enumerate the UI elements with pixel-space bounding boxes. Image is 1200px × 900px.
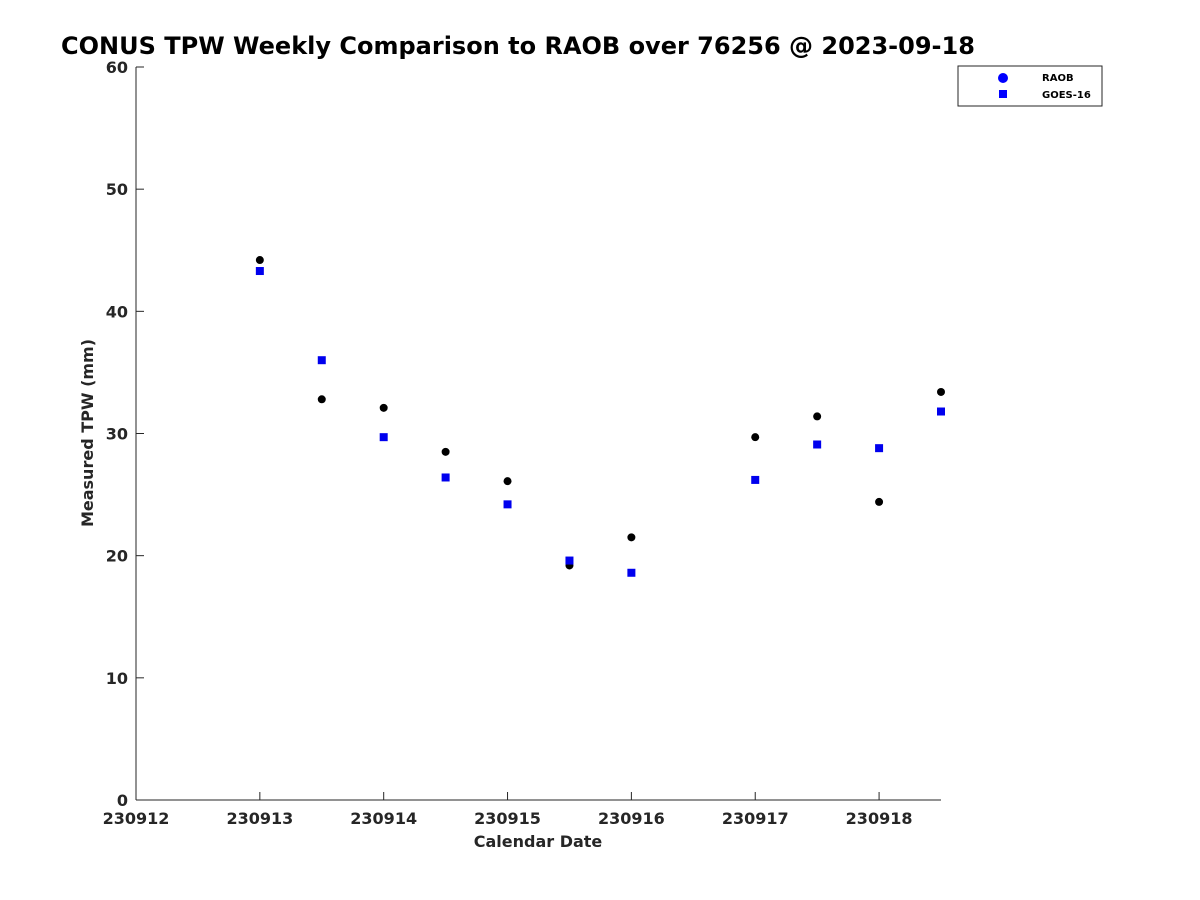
data-point-raob — [875, 497, 884, 506]
data-point-raob — [627, 533, 636, 542]
data-point-raob — [441, 447, 450, 456]
plot-area: 0 10 20 30 40 50 60 230912 230913 230914 230915 230… — [103, 58, 945, 828]
legend-label-raob: RAOB — [1042, 73, 1074, 84]
y-tick-label: 60 — [106, 58, 128, 77]
x-tick-label: 230915 — [474, 809, 541, 828]
legend-marker-raob — [998, 73, 1008, 83]
y-tick-label: 20 — [106, 547, 128, 566]
x-tick-label: 230916 — [598, 809, 665, 828]
data-point-goes16 — [441, 473, 450, 482]
y-tick-label: 40 — [106, 302, 128, 321]
legend: RAOB GOES-16 — [957, 65, 1103, 107]
legend-marker-goes16 — [999, 90, 1007, 98]
legend-box — [957, 65, 1103, 107]
data-point-goes16 — [317, 356, 326, 365]
x-tick-label: 230912 — [103, 809, 170, 828]
chart-title: CONUS TPW Weekly Comparison to RAOB over… — [61, 32, 975, 60]
data-point-raob — [255, 256, 264, 265]
x-tick-label: 230918 — [846, 809, 913, 828]
x-tick-label: 230917 — [722, 809, 789, 828]
data-point-goes16 — [875, 444, 884, 453]
x-tick-label: 230914 — [350, 809, 417, 828]
data-point-raob — [937, 387, 945, 396]
data-point-raob — [503, 477, 512, 486]
x-axis-label: Calendar Date — [474, 832, 603, 851]
data-point-goes16 — [565, 556, 574, 565]
data-point-goes16 — [937, 407, 945, 416]
y-tick-label: 0 — [117, 791, 128, 810]
data-point-goes16 — [255, 267, 264, 276]
y-tick-label: 50 — [106, 180, 128, 199]
legend-label-goes16: GOES-16 — [1042, 90, 1091, 101]
x-tick-label: 230913 — [226, 809, 293, 828]
data-point-raob — [751, 433, 760, 442]
data-point-goes16 — [503, 500, 512, 509]
data-point-goes16 — [627, 568, 636, 577]
data-point-goes16 — [751, 475, 760, 484]
data-point-raob — [813, 412, 822, 421]
y-tick-label: 30 — [106, 425, 128, 444]
y-tick-label: 10 — [106, 669, 128, 688]
y-axis-label: Measured TPW (mm) — [78, 339, 97, 527]
data-point-raob — [317, 395, 326, 404]
series-raob — [255, 256, 945, 570]
data-point-raob — [379, 403, 388, 412]
series-goes16 — [255, 267, 945, 577]
data-point-goes16 — [379, 433, 388, 442]
data-point-goes16 — [813, 440, 822, 449]
